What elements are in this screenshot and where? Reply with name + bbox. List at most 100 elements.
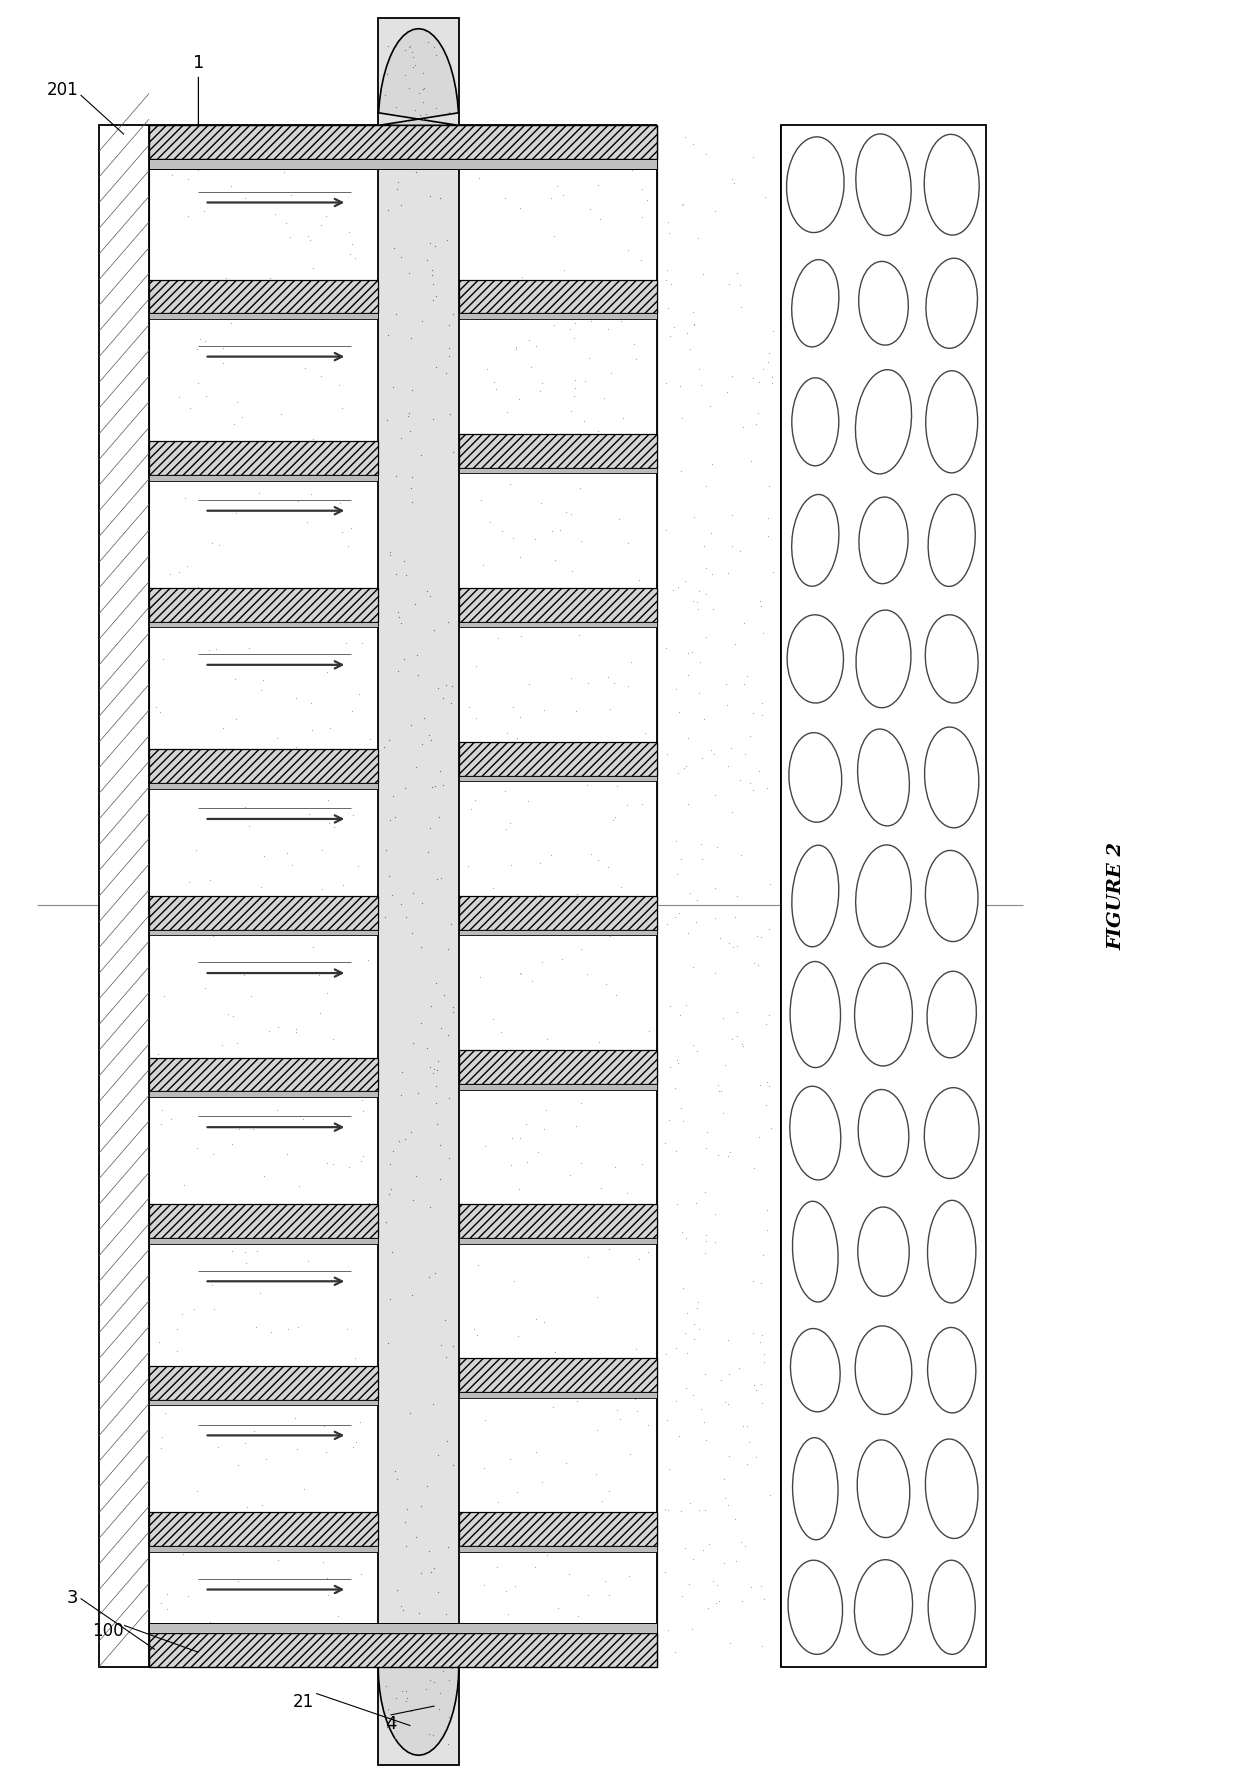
Point	[544, 312, 564, 340]
Point	[418, 837, 438, 866]
Point	[693, 260, 713, 289]
Point	[696, 1228, 715, 1256]
Point	[600, 694, 620, 722]
Point	[345, 244, 365, 272]
Point	[671, 844, 691, 873]
Point	[565, 375, 585, 403]
Point	[430, 185, 450, 213]
Point	[662, 575, 682, 604]
Point	[697, 471, 717, 500]
Point	[397, 1530, 417, 1559]
Point	[704, 903, 724, 932]
Point	[435, 1342, 455, 1371]
Bar	[459, 314, 657, 319]
Point	[557, 1500, 577, 1529]
Point	[708, 1572, 728, 1600]
Point	[688, 224, 708, 253]
Point	[606, 145, 626, 174]
Point	[666, 1333, 686, 1362]
Point	[433, 1656, 453, 1684]
Point	[610, 873, 630, 901]
Point	[702, 735, 722, 763]
Point	[666, 1387, 686, 1416]
Point	[579, 344, 599, 373]
Point	[340, 240, 360, 269]
Point	[392, 1057, 412, 1086]
Point	[543, 220, 563, 249]
Point	[467, 1321, 487, 1349]
Point	[386, 299, 405, 328]
Point	[542, 763, 562, 792]
Point	[610, 505, 630, 534]
Point	[415, 100, 435, 129]
Point	[260, 1317, 280, 1346]
Point	[401, 473, 420, 502]
Point	[532, 369, 552, 398]
Point	[242, 982, 262, 1011]
Point	[299, 1247, 319, 1276]
Point	[382, 125, 402, 154]
Point	[734, 1532, 754, 1561]
Point	[388, 656, 408, 685]
Point	[660, 1455, 680, 1484]
Point	[412, 932, 432, 961]
Point	[655, 1495, 675, 1523]
Point	[415, 100, 435, 129]
Point	[459, 694, 479, 722]
Point	[429, 803, 449, 831]
Point	[718, 1142, 738, 1170]
Point	[660, 1106, 680, 1134]
Point	[677, 661, 697, 690]
Point	[285, 1403, 305, 1432]
Text: 201: 201	[46, 81, 78, 99]
Point	[224, 409, 244, 437]
Bar	[149, 475, 378, 480]
Point	[405, 158, 425, 186]
Point	[277, 1140, 296, 1168]
Point	[402, 487, 422, 516]
Point	[697, 579, 717, 607]
Point	[614, 403, 634, 432]
Point	[482, 873, 502, 901]
Point	[391, 1615, 410, 1643]
Point	[727, 932, 746, 961]
Bar	[149, 783, 378, 788]
Point	[360, 1188, 379, 1217]
Point	[418, 577, 438, 606]
Point	[439, 310, 459, 339]
Point	[534, 1308, 554, 1337]
Point	[587, 1460, 606, 1489]
Point	[443, 151, 463, 179]
Point	[591, 1174, 611, 1202]
Point	[201, 1081, 221, 1109]
Point	[301, 1358, 321, 1387]
Point	[656, 265, 676, 294]
Point	[467, 1641, 487, 1670]
Point	[689, 679, 709, 708]
Point	[268, 1546, 288, 1575]
Point	[595, 1566, 615, 1595]
Point	[339, 1152, 358, 1181]
Point	[596, 969, 616, 998]
Bar	[149, 588, 378, 622]
Point	[738, 1450, 758, 1478]
Point	[283, 851, 303, 880]
Point	[378, 195, 398, 224]
Point	[681, 335, 701, 364]
Point	[254, 1161, 274, 1190]
Point	[284, 1192, 304, 1220]
Bar	[658, 125, 780, 1667]
Point	[150, 697, 170, 726]
Bar	[149, 1624, 657, 1633]
Bar	[459, 1512, 657, 1546]
Point	[508, 385, 528, 414]
Point	[154, 982, 174, 1011]
Point	[358, 946, 378, 975]
Point	[383, 109, 403, 138]
Point	[405, 50, 425, 79]
Point	[215, 604, 234, 633]
Point	[732, 292, 751, 321]
Point	[714, 1548, 734, 1577]
Point	[533, 272, 553, 301]
Point	[720, 1629, 740, 1658]
